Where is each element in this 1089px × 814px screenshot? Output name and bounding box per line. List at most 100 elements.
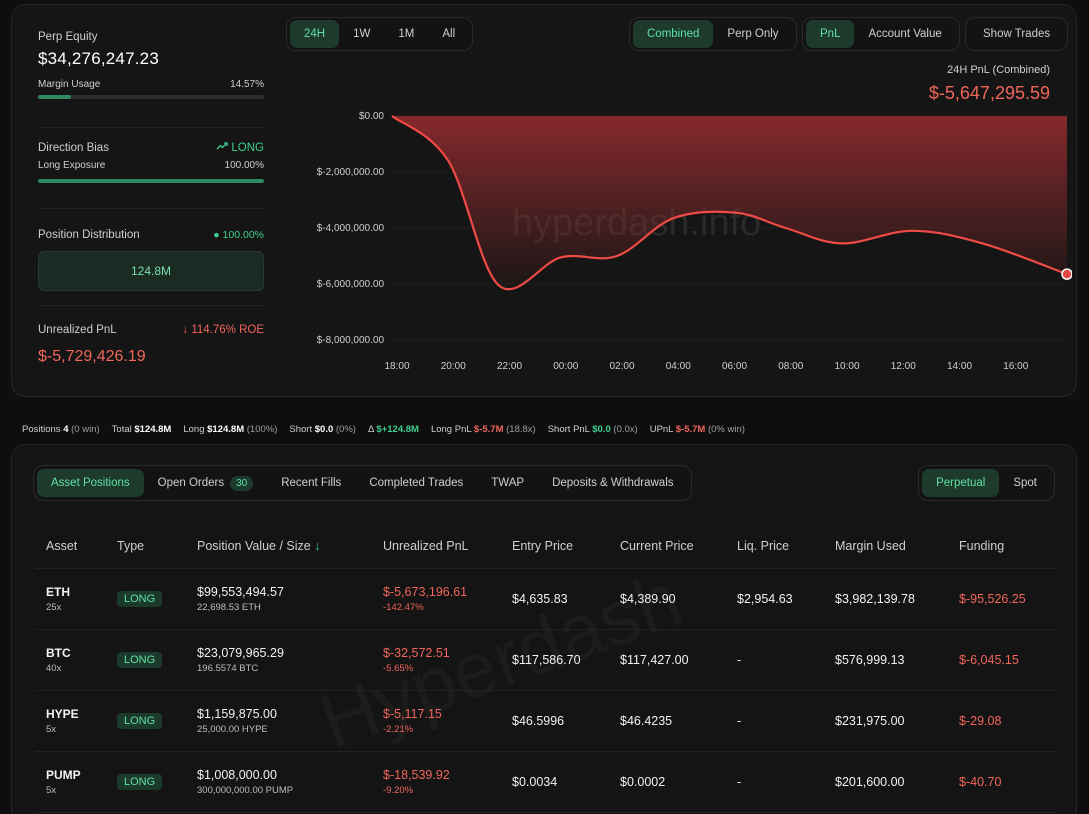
table-row[interactable]: ETH 25x LONG $99,553,494.57 22,698.53 ETH $-5… <box>35 568 1055 630</box>
table-row[interactable]: HYPE 5x LONG $1,159,875.00 25,000.00 HYPE $-5… <box>35 690 1055 752</box>
position-distribution-label: Position Distribution <box>38 229 140 241</box>
x-tick-label: 14:00 <box>947 361 972 372</box>
pnl-area <box>392 116 1067 290</box>
tab-recent-fills[interactable]: Recent Fills <box>267 469 355 497</box>
column-header-label: Liq. Price <box>737 539 790 554</box>
timeframe-1w[interactable]: 1W <box>353 28 371 40</box>
tab-count-badge: 30 <box>230 475 254 491</box>
margin-used-cell: $3,982,139.78 <box>824 568 948 630</box>
x-tick-label: 16:00 <box>1003 361 1028 372</box>
pnl-chart[interactable]: hyperdash.info $0.00$-2,000,000.00$-4,00… <box>292 95 1072 385</box>
position-value-cell: $99,553,494.57 22,698.53 ETH <box>186 568 372 630</box>
column-header[interactable]: Unrealized PnL <box>372 525 501 569</box>
unrealized-pnl-cell: $-5,673,196.61 -142.47% <box>372 568 501 630</box>
table-row[interactable]: PUMP 5x LONG $1,008,000.00 300,000,000.00 PU… <box>35 751 1055 813</box>
metric-pnl[interactable]: PnL <box>806 20 855 48</box>
y-tick-label: $-2,000,000.00 <box>317 167 385 178</box>
column-header[interactable]: Type <box>106 525 186 569</box>
position-value: $23,079,965.29 <box>197 645 284 660</box>
stat-item: Positions 4 (0 win) <box>22 424 100 435</box>
stat-label: UPnL <box>649 424 674 435</box>
view-perp-only[interactable]: Perp Only <box>727 28 779 40</box>
sort-desc-icon[interactable]: ↓ <box>310 539 321 554</box>
tab-completed-trades[interactable]: Completed Trades <box>355 469 477 497</box>
stat-label: Δ <box>367 424 374 435</box>
column-header[interactable]: Margin Used <box>824 525 948 569</box>
stat-value: $0.0 <box>314 424 334 435</box>
pnl-caption: 24H PnL (Combined) <box>947 64 1050 76</box>
liq-price: - <box>737 713 742 728</box>
position-size: 22,698.53 ETH <box>197 601 261 613</box>
leverage: 5x <box>46 784 57 796</box>
entry-price: $4,635.83 <box>512 591 568 606</box>
column-header[interactable]: Entry Price <box>501 525 609 569</box>
stat-item: Short PnL $0.0 (0.0x) <box>548 424 638 435</box>
unrealized-pnl-section: Unrealized PnL ↓ 114.76% ROE $-5,729,426… <box>38 306 264 366</box>
direction-bias-label: Direction Bias <box>38 141 109 154</box>
funding: $-29.08 <box>959 713 1002 728</box>
unrealized-pnl: $-5,117.15 <box>383 706 442 721</box>
long-exposure-value: 100.00% <box>224 160 264 171</box>
position-value: $99,553,494.57 <box>197 584 284 599</box>
market-perpetual[interactable]: Perpetual <box>922 469 1000 497</box>
liq-price-cell: - <box>726 751 824 813</box>
x-tick-label: 20:00 <box>441 361 466 372</box>
stat-extra: (0.0x) <box>613 424 638 435</box>
arrow-down-icon: ↓ <box>182 324 189 336</box>
stat-value: $-5.7M <box>675 424 706 435</box>
column-header[interactable]: Liq. Price <box>726 525 824 569</box>
unrealized-pnl-pct: -142.47% <box>383 601 424 613</box>
column-header[interactable]: Asset <box>35 525 106 569</box>
liq-price: - <box>737 652 742 667</box>
view-combined[interactable]: Combined <box>633 20 714 48</box>
x-tick-label: 10:00 <box>834 361 859 372</box>
account-summary: Perp Equity $34,276,247.23 Margin Usage … <box>38 21 264 366</box>
long-exposure-label: Long Exposure <box>38 160 106 171</box>
table-row[interactable]: BTC 40x LONG $23,079,965.29 196.5574 BTC $-32… <box>35 629 1055 691</box>
column-header[interactable]: Position Value / Size ↓ <box>186 525 372 569</box>
pnl-total-value: $-5,647,295.59 <box>928 83 1050 103</box>
asset-cell: PUMP 5x <box>35 751 106 813</box>
margin-used-cell: $201,600.00 <box>824 751 948 813</box>
tab-twap[interactable]: TWAP <box>477 469 538 497</box>
column-header[interactable]: Funding <box>948 525 1055 569</box>
position-size: 300,000,000.00 PUMP <box>197 784 294 796</box>
stat-label: Positions <box>22 424 61 435</box>
show-trades-button[interactable]: Show Trades <box>983 28 1051 40</box>
current-price: $46.4235 <box>620 713 673 728</box>
pnl-endpoint-marker[interactable] <box>1061 268 1072 280</box>
tab-open-orders[interactable]: Open Orders 30 <box>144 469 268 497</box>
stat-item: Δ $+124.8M <box>368 424 419 435</box>
entry-price: $46.5996 <box>512 713 565 728</box>
equity-label: Perp Equity <box>38 31 98 43</box>
market-spot[interactable]: Spot <box>1013 477 1037 489</box>
timeframe-all[interactable]: All <box>442 28 456 40</box>
timeframe-24h[interactable]: 24H <box>290 20 340 48</box>
stat-value: $124.8M <box>207 424 245 435</box>
tab-deposits-withdrawals[interactable]: Deposits & Withdrawals <box>538 469 687 497</box>
position-value: $1,008,000.00 <box>197 767 277 782</box>
y-tick-label: $-6,000,000.00 <box>317 279 385 290</box>
margin-used: $576,999.13 <box>835 652 905 667</box>
liq-price: $2,954.63 <box>737 591 793 606</box>
margin-used-cell: $231,975.00 <box>824 690 948 752</box>
market-toggle: Perpetual Spot <box>918 465 1055 501</box>
tab-label: Completed Trades <box>369 477 464 489</box>
funding-cell: $-95,526.25 <box>948 568 1055 630</box>
type-cell: LONG <box>106 751 186 813</box>
type-cell: LONG <box>106 690 186 752</box>
x-tick-label: 00:00 <box>553 361 578 372</box>
stat-extra: (100%) <box>246 424 278 435</box>
metric-account-value[interactable]: Account Value <box>868 28 942 40</box>
stat-item: Short $0.0 (0%) <box>289 424 356 435</box>
distribution-bar-segment[interactable]: 124.8M <box>38 251 264 291</box>
type-cell: LONG <box>106 568 186 630</box>
leverage: 25x <box>46 601 62 613</box>
entry-price: $0.0034 <box>512 774 558 789</box>
x-tick-label: 04:00 <box>666 361 691 372</box>
x-tick-label: 02:00 <box>609 361 634 372</box>
tab-asset-positions[interactable]: Asset Positions <box>37 469 144 497</box>
timeframe-1m[interactable]: 1M <box>398 28 415 40</box>
column-header[interactable]: Current Price <box>609 525 726 569</box>
column-header-label: Current Price <box>620 539 694 554</box>
